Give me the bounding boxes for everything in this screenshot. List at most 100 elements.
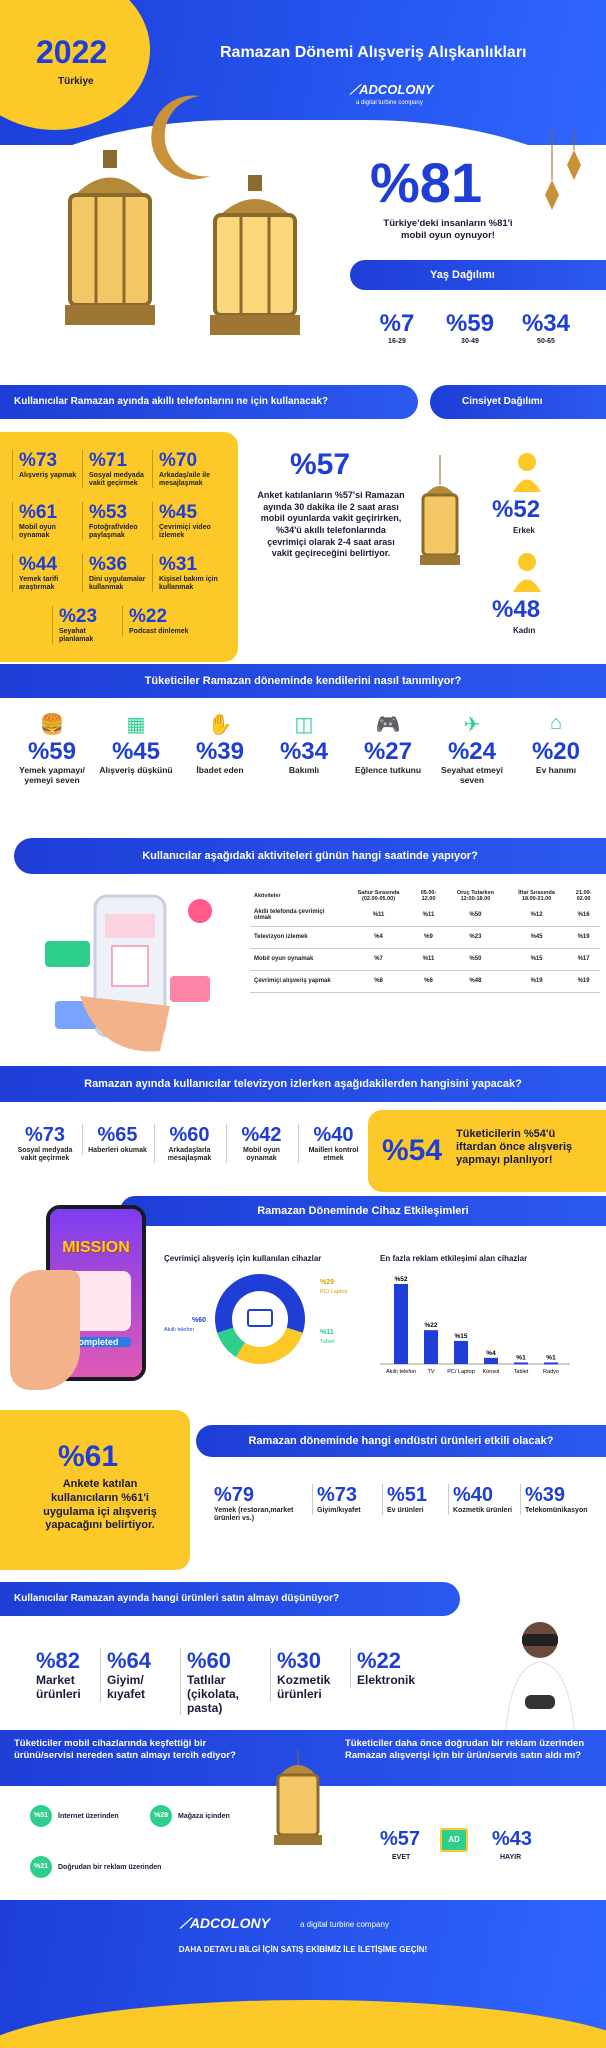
timing-title: Kullanıcılar aşağıdaki aktiviteleri günü…: [142, 850, 478, 862]
usage-item-pct: %36: [89, 554, 128, 575]
identify-item: 🎮 %27 Eğlence tutkunu: [348, 712, 428, 776]
usage-item-label: Alışveriş yapmak: [19, 472, 77, 479]
identify-item-pct: %45: [111, 738, 161, 765]
gender-female-pct: %48: [492, 596, 541, 623]
identify-item: ✈ %24 Seyahat etmeyi seven: [432, 712, 512, 786]
table-cell: %11: [345, 904, 413, 927]
bar: [484, 1357, 498, 1364]
footer-cta[interactable]: DAHA DETAYLI BİLGİ İÇİN SATIŞ EKİBİMİZ İ…: [178, 1945, 428, 1954]
burger-icon: 🍔: [39, 714, 65, 736]
usage-item: %31 Kişisel bakım için kullanmak: [152, 554, 222, 593]
tv-highlight-pct: %54: [382, 1134, 443, 1167]
usage-item: %73 Alışveriş yapmak: [12, 450, 82, 481]
purchase-opt1-pct: %51: [30, 1805, 52, 1827]
table-cell: %50: [444, 904, 506, 927]
bar: [424, 1330, 438, 1364]
table-cell: %16: [567, 904, 600, 927]
male-user-icon: [513, 453, 541, 492]
industry-item: %73 Giyim/kıyafet: [312, 1484, 382, 1516]
age-item: %7 16-29: [379, 310, 415, 345]
brand-logo: ⟋ADCOLONY: [350, 82, 434, 97]
tv-item-label: Haberleri okumak: [88, 1147, 147, 1154]
industry-item-label: Giyim/kıyafet: [317, 1507, 361, 1514]
hands-icon: ✋: [207, 714, 233, 736]
age-item: %59 30-49: [445, 310, 495, 345]
industry-text: Ankete katılan kullanıcıların %61'i uygu…: [43, 1478, 157, 1532]
usage-item-label: Seyahat planlamak: [59, 628, 94, 644]
identify-item-label: Ev hanımı: [535, 765, 577, 775]
game-status: completed: [61, 1337, 131, 1347]
identify-item-label: Bakımlı: [288, 765, 320, 775]
usage-item-label: Kişisel bakım için kullanmak: [159, 576, 218, 592]
gender-title: Cinsiyet Dağılımı: [462, 396, 543, 407]
lantern-small-icon: [420, 455, 460, 565]
table-cell: Çevrimiçi alışveriş yapmak: [250, 970, 345, 993]
hanging-ornaments-icon: [545, 130, 581, 210]
bar-category: TV: [427, 1369, 434, 1375]
tv-item-label: Mailleri kontrol etmek: [308, 1147, 359, 1163]
usage-title-band: [0, 385, 418, 419]
bar-label: %1: [546, 1354, 556, 1361]
table-cell: %19: [567, 970, 600, 993]
identify-title-band: Tüketiciler Ramazan döneminde kendilerin…: [0, 664, 606, 698]
identify-item-pct: %34: [279, 738, 329, 765]
footer-brand-sub: a digital turbine company: [300, 1920, 389, 1929]
shop-icon: ▦: [126, 714, 146, 736]
products-item: %64 Giyim/ kıyafet: [100, 1648, 182, 1702]
gender-male-pct: %52: [492, 496, 541, 523]
usage-item-pct: %45: [159, 502, 198, 523]
products-item: %60 Tatlılar (çikolata, pasta): [180, 1648, 262, 1716]
tv-item: %40 Mailleri kontrol etmek: [298, 1124, 368, 1164]
table-cell: %9: [412, 926, 445, 949]
usage-item-pct: %70: [159, 450, 198, 471]
industry-title: Ramazan döneminde hangi endüstri ürünler…: [248, 1435, 554, 1447]
usage-item-label: Podcast dinlemek: [129, 628, 189, 635]
usage-item-pct: %22: [129, 606, 168, 627]
usage-item-pct: %44: [19, 554, 58, 575]
tv-item-pct: %73: [24, 1124, 66, 1146]
products-item: %22 Elektronik: [350, 1648, 432, 1688]
tv-item: %65 Haberleri okumak: [82, 1124, 152, 1156]
usage-item-label: Sosyal medyada vakit geçirmek: [89, 472, 144, 488]
usage-item-label: Fotoğraf/video paylaşmak: [89, 524, 138, 540]
device-title-band: Ramazan Döneminde Cihaz Etkileşimleri: [120, 1196, 606, 1226]
purchase-no: HAYIR: [500, 1854, 522, 1861]
bar: [544, 1362, 558, 1365]
table-cell: %4: [345, 926, 413, 949]
usage-item-label: Dini uygulamalar kullanmak: [89, 576, 146, 592]
crescent-moon-icon: [151, 95, 210, 180]
timing-col-header: İftar Sırasında 18.00-21.00: [518, 890, 555, 902]
products-item: %82 Market ürünleri: [30, 1648, 112, 1702]
donut-category: Tablet: [320, 1339, 335, 1345]
ad-badge-icon: AD: [440, 1828, 468, 1852]
donut-category: PC/ Laptop: [320, 1289, 348, 1295]
usage-item: %53 Fotoğraf/video paylaşmak: [82, 502, 152, 541]
donut-title: Çevrimiçi alışveriş için kullanılan ciha…: [164, 1254, 322, 1263]
timing-col-header: 05.00-12.00: [420, 890, 437, 902]
identify-item: ▦ %45 Alışveriş düşkünü: [96, 712, 176, 776]
industry-item: %51 Ev ürünleri: [382, 1484, 452, 1516]
usage-item-pct: %53: [89, 502, 128, 523]
table-cell: %17: [567, 948, 600, 971]
device-title: Ramazan Döneminde Cihaz Etkileşimleri: [257, 1205, 469, 1217]
products-item-pct: %30: [277, 1648, 322, 1673]
industry-panel: [0, 1410, 190, 1570]
usage-item: %70 Arkadaş/aile ile mesajlaşmak: [152, 450, 222, 489]
tv-item-pct: %65: [97, 1124, 138, 1146]
brand-sub: a digital turbine company: [356, 100, 423, 106]
credit-card-icon: [247, 1309, 273, 1327]
industry-item: %40 Kozmetik ürünleri: [448, 1484, 518, 1516]
tv-item: %73 Sosyal medyada vakit geçirmek: [10, 1124, 80, 1163]
usage-item-label: Yemek tarifi araştırmak: [19, 576, 59, 592]
bar-category: Konsol: [483, 1369, 500, 1375]
survey57-text: Anket katılanların %57'si Ramazan ayında…: [257, 490, 405, 559]
header-year: 2022: [36, 34, 108, 70]
tv-title-band: Ramazan ayında kullanıcılar televizyon i…: [0, 1066, 606, 1102]
purchase-q2: Tüketiciler daha önce doğrudan bir rekla…: [345, 1738, 585, 1761]
footer-brand: ⟋ADCOLONY: [180, 1915, 270, 1931]
donut-label: %11: [320, 1329, 334, 1336]
timing-title-band: Kullanıcılar aşağıdaki aktiviteleri günü…: [14, 838, 606, 874]
products-item-label: Elektronik: [357, 1673, 416, 1687]
tv-item: %60 Arkadaşlarla mesajlaşmak: [154, 1124, 224, 1164]
header-country: Türkiye: [58, 76, 94, 87]
